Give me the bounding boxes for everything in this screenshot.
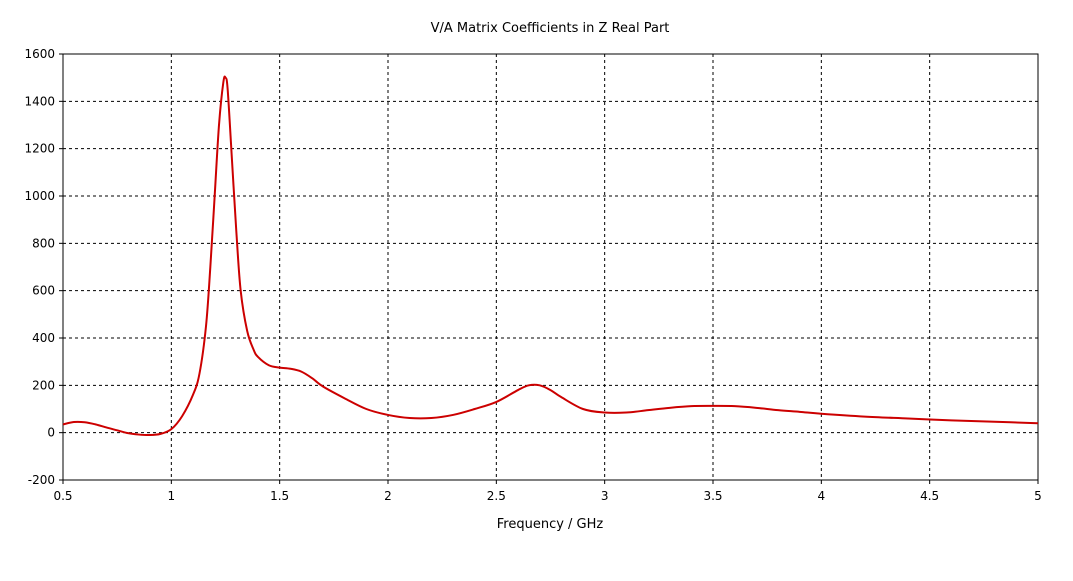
x-tick-label: 0.5	[53, 489, 72, 503]
x-tick-label: 4.5	[920, 489, 939, 503]
y-tick-label: 800	[32, 236, 55, 250]
series-layer	[62, 75, 1039, 437]
x-tick-label: 3	[601, 489, 609, 503]
y-tick-label: 600	[32, 284, 55, 298]
x-tick-label: 2.5	[487, 489, 506, 503]
y-axis: -200 0 200 400 600 800 1000 1200 1400 1600	[24, 47, 63, 487]
x-tick-label: 5	[1034, 489, 1042, 503]
y-tick-label: 0	[47, 426, 55, 440]
y-tick-label: 1400	[24, 94, 55, 108]
y-tick-label: 1200	[24, 142, 55, 156]
y-tick-label: -200	[28, 473, 55, 487]
y-tick-label: 1000	[24, 189, 55, 203]
y-tick-label: 200	[32, 378, 55, 392]
grid	[63, 54, 1038, 480]
x-tick-label: 3.5	[703, 489, 722, 503]
chart-title: V/A Matrix Coefficients in Z Real Part	[431, 21, 670, 36]
y-tick-label: 1600	[24, 47, 55, 61]
x-axis-label: Frequency / GHz	[497, 517, 604, 532]
x-tick-label: 1.5	[270, 489, 289, 503]
x-tick-label: 2	[384, 489, 392, 503]
plot-area	[62, 53, 1039, 481]
series-line	[62, 75, 1039, 437]
x-tick-label: 1	[168, 489, 176, 503]
x-axis: 0.5 1 1.5 2 2.5 3 3.5 4 4.5 5	[53, 480, 1042, 503]
y-tick-label: 400	[32, 331, 55, 345]
x-tick-label: 4	[818, 489, 826, 503]
